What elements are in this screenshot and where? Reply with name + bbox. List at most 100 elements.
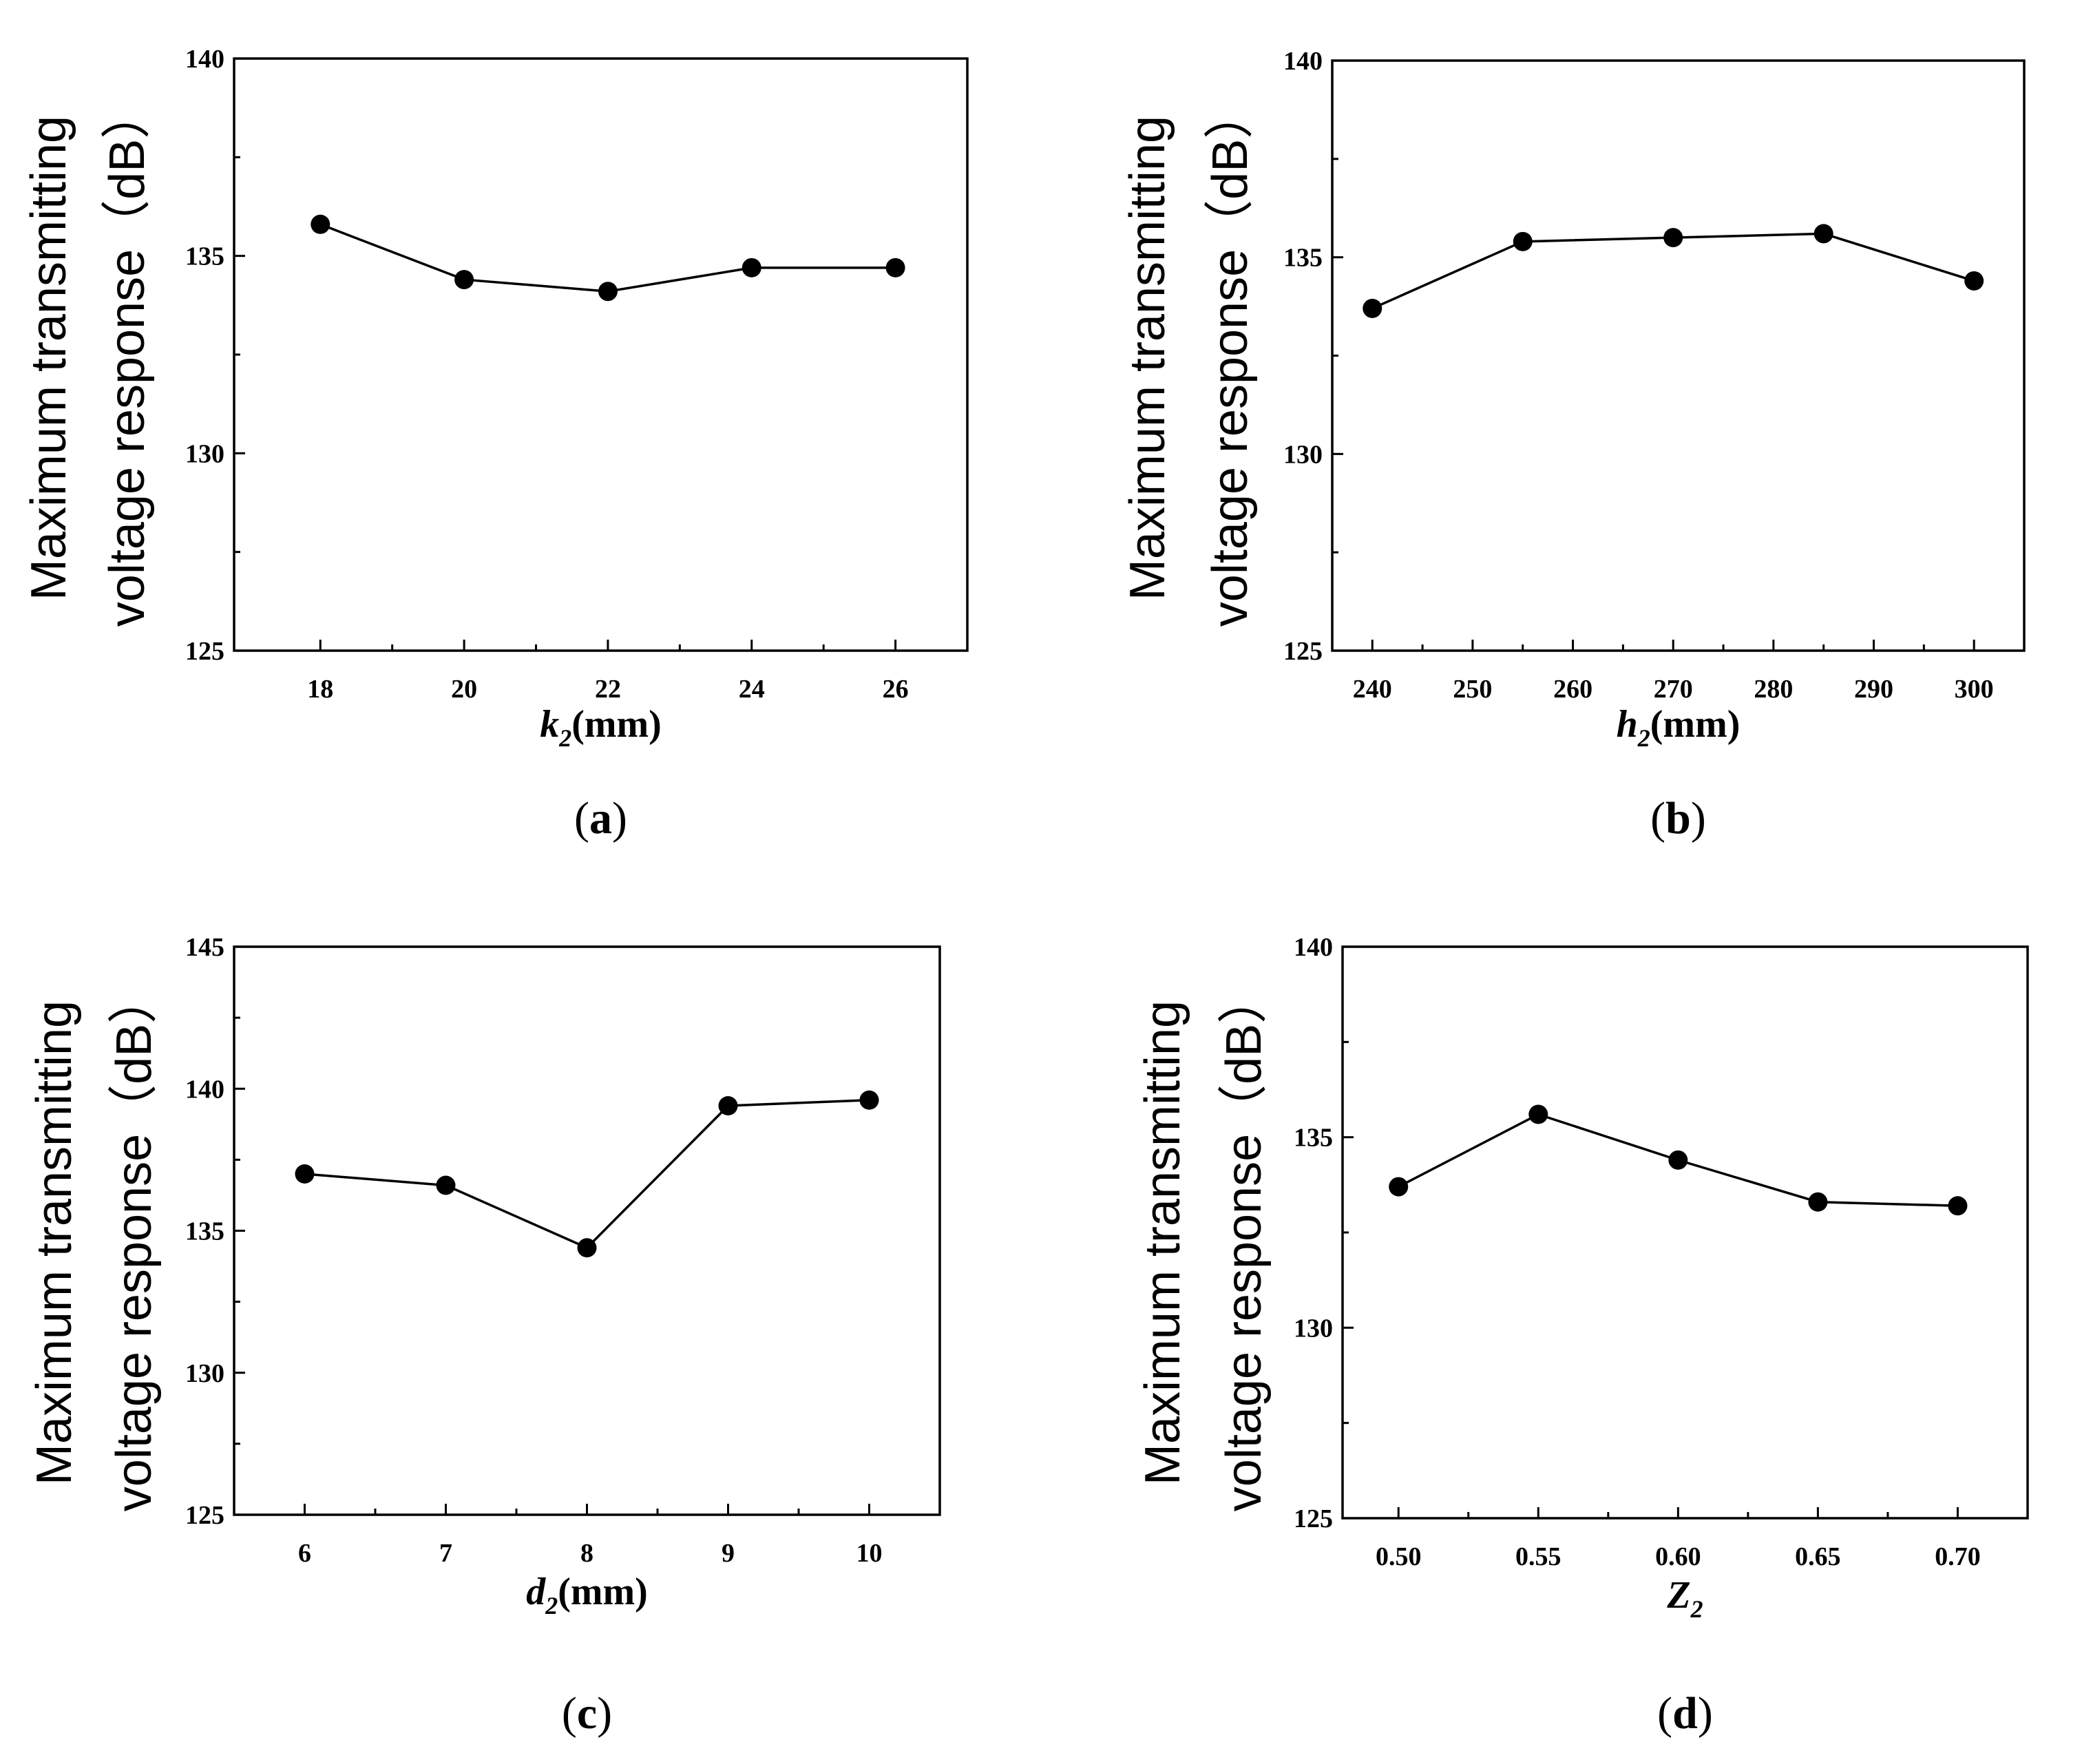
panel-label: (c) [562, 1688, 612, 1739]
panel-label: (b) [1650, 793, 1706, 843]
y-axis-label-line2: voltage response（dB） [1203, 90, 1258, 627]
x-tick-label: 240 [1353, 675, 1392, 704]
x-tick-label: 7 [439, 1539, 452, 1568]
y-tick-label: 125 [1294, 1504, 1333, 1533]
x-tick-label: 10 [856, 1539, 883, 1568]
x-axis-label-unit: (mm) [558, 1571, 648, 1613]
x-tick-label: 9 [722, 1539, 735, 1568]
y-axis-label-line1: Maximum transmitting [1135, 1000, 1190, 1485]
data-point [1513, 231, 1533, 251]
panel-label-letter: b [1665, 793, 1691, 843]
x-tick-label: 0.65 [1795, 1542, 1841, 1571]
data-point [1363, 298, 1382, 318]
y-tick-label: 140 [185, 45, 224, 74]
data-point [1663, 228, 1683, 248]
x-tick-label: 0.60 [1655, 1542, 1701, 1571]
y-tick-label: 135 [185, 1217, 224, 1246]
x-axis-label-subscript: 2 [1690, 1595, 1703, 1623]
x-axis-label-subscript: 2 [558, 724, 571, 752]
x-axis-label-variable: d [526, 1571, 546, 1613]
x-tick-label: 0.55 [1515, 1542, 1562, 1571]
x-axis-label-unit: (mm) [571, 703, 662, 746]
chart-panel-d: 125 130 135 140 0.50 0.55 0.60 0.65 0.70 Maximum … [1135, 933, 2029, 1739]
data-point [577, 1238, 597, 1258]
y-axis-label-line2: voltage response（dB） [100, 90, 155, 627]
data-point [718, 1096, 738, 1115]
x-axis-label-subscript: 2 [1637, 724, 1650, 752]
plot-frame [1341, 945, 2029, 1520]
series-line [304, 1099, 870, 1250]
data-point [1808, 1192, 1828, 1212]
x-tick-label: 300 [1955, 675, 1994, 704]
panel-label-letter: d [1672, 1688, 1698, 1739]
chart-panel-c: 125 130 135 140 145 6 7 8 9 10 Maximum transmittin… [27, 933, 941, 1739]
y-axis-label-line2: voltage response（dB） [107, 974, 162, 1511]
data-point [1389, 1177, 1409, 1197]
y-axis-label-line2: voltage response（dB） [1217, 974, 1272, 1511]
x-tick-label: 270 [1654, 675, 1693, 704]
x-tick-label: 280 [1754, 675, 1793, 704]
x-axis-label: h2(mm) [1617, 703, 1741, 752]
y-tick-label: 130 [185, 1359, 224, 1388]
data-point [311, 214, 330, 234]
y-tick-label: 145 [185, 933, 224, 962]
y-tick-label: 140 [1294, 933, 1333, 962]
panel-label-letter: c [577, 1688, 597, 1739]
x-tick-label: 0.50 [1376, 1542, 1422, 1571]
y-tick-label: 125 [185, 1501, 224, 1530]
x-axis-label-variable: k [540, 703, 559, 746]
y-tick-label: 140 [185, 1075, 224, 1104]
panel-label: (a) [574, 793, 627, 843]
series-line [319, 223, 896, 293]
y-tick-label: 140 [1283, 47, 1323, 76]
data-point [859, 1090, 879, 1110]
plot-frame [233, 945, 941, 1516]
y-tick-label: 130 [1294, 1314, 1333, 1343]
y-tick-label: 130 [1283, 440, 1323, 469]
x-tick-label: 20 [451, 675, 477, 704]
y-tick-label: 135 [1283, 244, 1323, 273]
x-axis-label: Z2 [1666, 1574, 1703, 1623]
y-tick-label: 125 [185, 637, 224, 666]
x-tick-label: 26 [883, 675, 909, 704]
x-tick-label: 260 [1553, 675, 1592, 704]
y-axis-label-line1: Maximum transmitting [1120, 116, 1175, 600]
y-axis-label-line1: Maximum transmitting [21, 116, 76, 600]
x-tick-label: 24 [739, 675, 765, 704]
x-axis-label: k2(mm) [540, 703, 662, 752]
data-point [1528, 1104, 1548, 1124]
x-tick-label: 290 [1854, 675, 1893, 704]
x-tick-label: 8 [580, 1539, 593, 1568]
x-tick-label: 250 [1453, 675, 1492, 704]
y-axis-label-line1: Maximum transmitting [27, 1000, 82, 1485]
x-tick-label: 6 [298, 1539, 311, 1568]
x-tick-label: 0.70 [1935, 1542, 1981, 1571]
x-axis-label: d2(mm) [526, 1571, 648, 1619]
chart-panel-a: 125 130 135 140 18 20 22 24 26 Maximum transmitti… [21, 45, 969, 843]
panel-label-letter: a [589, 793, 612, 843]
x-axis-label-variable: h [1617, 703, 1638, 746]
data-point [436, 1175, 456, 1195]
y-tick-label: 135 [185, 242, 224, 271]
x-axis-label-unit: (mm) [1650, 703, 1741, 746]
data-point [295, 1164, 315, 1184]
x-tick-label: 22 [595, 675, 621, 704]
y-tick-label: 125 [1283, 637, 1323, 666]
data-point [1813, 224, 1833, 244]
plot-frame [1331, 59, 2026, 652]
data-point [1948, 1196, 1968, 1216]
data-point [454, 270, 474, 290]
x-axis-label-variable: Z [1666, 1574, 1690, 1617]
x-tick-label: 18 [307, 675, 333, 704]
y-tick-label: 135 [1294, 1124, 1333, 1153]
chart-panel-b: 125 130 135 140 240 250 260 270 280 290 300 Maximum… [1120, 47, 2026, 843]
y-tick-label: 130 [185, 439, 224, 468]
data-point [1964, 271, 1984, 291]
data-point [885, 258, 905, 277]
x-axis-label-subscript: 2 [545, 1592, 558, 1619]
data-point [1668, 1150, 1688, 1170]
data-point [598, 282, 618, 302]
panel-label: (d) [1657, 1688, 1713, 1739]
data-point [742, 258, 761, 277]
